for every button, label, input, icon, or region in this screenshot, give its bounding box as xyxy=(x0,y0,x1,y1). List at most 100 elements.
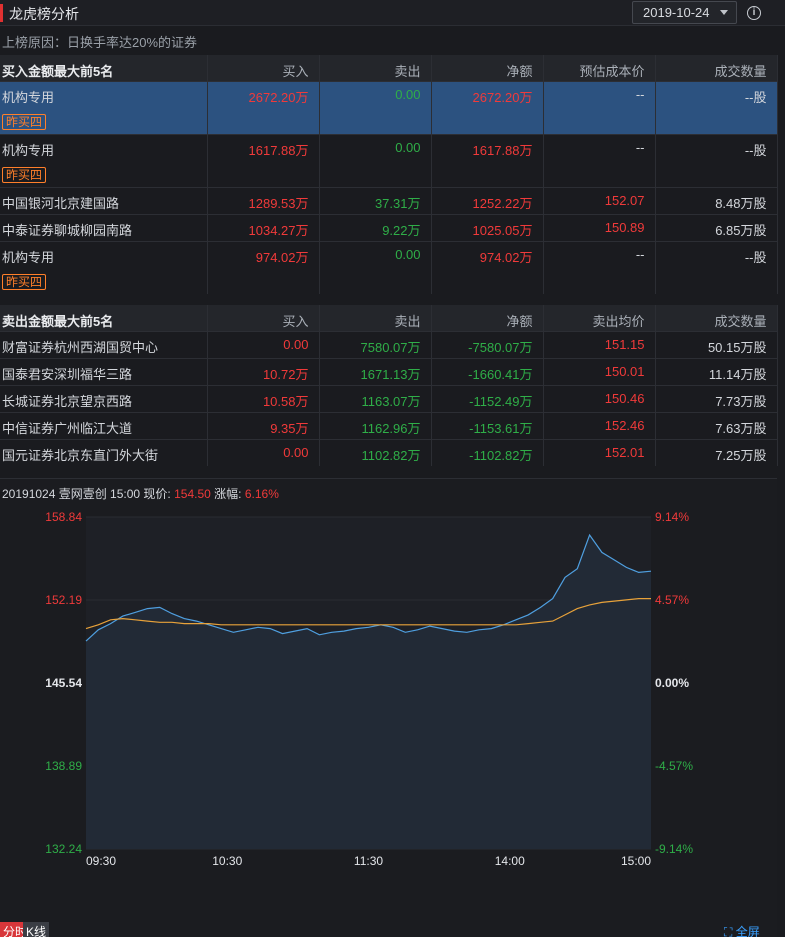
net-value: 1617.88万 xyxy=(431,134,544,188)
price-value: 150.89 xyxy=(543,214,656,242)
expand-icon: ⛶ xyxy=(724,925,733,937)
col-buy: 买入 xyxy=(207,305,320,332)
price-value: -- xyxy=(543,134,656,188)
volume-value: 8.48万股 xyxy=(655,187,778,215)
volume-value: 7.73万股 xyxy=(655,385,778,413)
net-value: -7580.07万 xyxy=(431,331,544,359)
title-accent-mark xyxy=(0,4,3,22)
intraday-chart[interactable]: 158.84 152.19 145.54 138.89 132.24 9.14% 4.57%… xyxy=(0,479,777,919)
table-row[interactable]: 中信证券广州临江大道 9.35万 1162.96万 -1153.61万 152.… xyxy=(0,412,778,440)
table-row[interactable]: 机构专用 昨买四 974.02万 0.00 974.02万 -- --股 xyxy=(0,241,778,294)
sell-value: 1102.82万 xyxy=(319,439,432,466)
volume-value: 7.63万股 xyxy=(655,412,778,440)
price-value: -- xyxy=(543,81,656,135)
price-value: 152.46 xyxy=(543,412,656,440)
buy-value: 0.00 xyxy=(207,331,320,359)
price-tick-label: 132.24 xyxy=(45,842,82,856)
tab-timeshare[interactable]: 分时 xyxy=(0,922,31,937)
sell-value: 1162.96万 xyxy=(319,412,432,440)
chart-quote-header: 20191024 壹网壹创 15:00 现价: 154.50 涨幅: 6.16% xyxy=(2,485,279,502)
table-row[interactable]: 国泰君安深圳福华三路 10.72万 1671.13万 -1660.41万 150… xyxy=(0,358,778,386)
price-tick-label: 152.19 xyxy=(45,593,82,607)
broker-name: 财富证券杭州西湖国贸中心 xyxy=(0,331,208,359)
sell-value: 0.00 xyxy=(319,134,432,188)
buy-value: 2672.20万 xyxy=(207,81,320,135)
price-tick-label: 138.89 xyxy=(45,759,82,773)
percent-tick-label: -4.57% xyxy=(655,759,693,773)
col-volume: 成交数量 xyxy=(655,55,778,82)
time-tick-label: 15:00 xyxy=(621,854,651,868)
volume-value: 50.15万股 xyxy=(655,331,778,359)
price-value: 151.15 xyxy=(543,331,656,359)
buy-value: 10.72万 xyxy=(207,358,320,386)
percent-tick-label: 0.00% xyxy=(655,676,689,690)
sell-value: 1163.07万 xyxy=(319,385,432,413)
sell-value: 0.00 xyxy=(319,81,432,135)
buy-value: 1289.53万 xyxy=(207,187,320,215)
prev-buy-tag: 昨买四 xyxy=(2,113,47,130)
broker-name: 国元证券北京东直门外大街 xyxy=(0,439,208,466)
col-net: 净额 xyxy=(431,55,544,82)
buy-value: 1034.27万 xyxy=(207,214,320,242)
table-row[interactable]: 中泰证券聊城柳园南路 1034.27万 9.22万 1025.05万 150.8… xyxy=(0,214,778,242)
buy-top5-table: 买入金额最大前5名 买入 卖出 净额 预估成本价 成交数量 机构专用 昨买四 26… xyxy=(0,55,778,294)
price-value: 150.46 xyxy=(543,385,656,413)
broker-name: 中信证券广州临江大道 xyxy=(0,412,208,440)
buy-table-title: 买入金额最大前5名 xyxy=(0,55,208,82)
table-row[interactable]: 机构专用 昨买四 2672.20万 0.00 2672.20万 -- --股 xyxy=(0,81,778,135)
sell-value: 0.00 xyxy=(319,241,432,294)
volume-value: --股 xyxy=(655,241,778,294)
net-value: 974.02万 xyxy=(431,241,544,294)
volume-value: 11.14万股 xyxy=(655,358,778,386)
broker-name: 机构专用 xyxy=(2,142,55,158)
net-value: 1252.22万 xyxy=(431,187,544,215)
info-icon[interactable]: i xyxy=(747,6,761,20)
table-row[interactable]: 财富证券杭州西湖国贸中心 0.00 7580.07万 -7580.07万 151… xyxy=(0,331,778,359)
net-value: -1152.49万 xyxy=(431,385,544,413)
col-avg-sell-price: 卖出均价 xyxy=(543,305,656,332)
intraday-chart-panel: 158.84 152.19 145.54 138.89 132.24 9.14% 4.57%… xyxy=(0,478,777,937)
table-row[interactable]: 国元证券北京东直门外大街 0.00 1102.82万 -1102.82万 152… xyxy=(0,439,778,466)
broker-name: 国泰君安深圳福华三路 xyxy=(0,358,208,386)
percent-tick-label: -9.14% xyxy=(655,842,693,856)
percent-tick-label: 9.14% xyxy=(655,510,689,524)
fullscreen-button[interactable]: ⛶ 全屏 xyxy=(724,923,760,937)
sell-value: 1671.13万 xyxy=(319,358,432,386)
price-value: 152.07 xyxy=(543,187,656,215)
volume-value: --股 xyxy=(655,134,778,188)
net-value: -1660.41万 xyxy=(431,358,544,386)
col-buy: 买入 xyxy=(207,55,320,82)
change-percent: 6.16% xyxy=(244,487,279,501)
sell-value: 37.31万 xyxy=(319,187,432,215)
chevron-down-icon xyxy=(720,10,728,15)
table-row[interactable]: 机构专用 昨买四 1617.88万 0.00 1617.88万 -- --股 xyxy=(0,134,778,188)
tab-kline[interactable]: K线 xyxy=(23,922,50,937)
col-sell: 卖出 xyxy=(319,305,432,332)
net-value: 2672.20万 xyxy=(431,81,544,135)
broker-name: 机构专用 xyxy=(2,89,55,105)
price-value: 152.01 xyxy=(543,439,656,466)
date-dropdown[interactable]: 2019-10-24 xyxy=(632,1,737,24)
buy-value: 10.58万 xyxy=(207,385,320,413)
table-row[interactable]: 中国银河北京建国路 1289.53万 37.31万 1252.22万 152.0… xyxy=(0,187,778,215)
percent-tick-label: 4.57% xyxy=(655,593,689,607)
volume-value: 7.25万股 xyxy=(655,439,778,466)
net-value: 1025.05万 xyxy=(431,214,544,242)
price-value: -- xyxy=(543,241,656,294)
volume-value: 6.85万股 xyxy=(655,214,778,242)
prev-buy-tag: 昨买四 xyxy=(2,166,47,183)
broker-name: 中国银河北京建国路 xyxy=(0,187,208,215)
prev-buy-tag: 昨买四 xyxy=(2,273,47,290)
listing-reason: 上榜原因：日换手率达20%的证券 xyxy=(2,35,198,50)
sell-top5-table: 卖出金额最大前5名 买入 卖出 净额 卖出均价 成交数量 财富证券杭州西湖国贸中… xyxy=(0,305,778,466)
col-est-cost: 预估成本价 xyxy=(543,55,656,82)
table-row[interactable]: 长城证券北京望京西路 10.58万 1163.07万 -1152.49万 150… xyxy=(0,385,778,413)
quote-prefix: 20191024 壹网壹创 15:00 现价: xyxy=(2,487,171,501)
price-tick-label: 158.84 xyxy=(45,510,82,524)
time-tick-label: 09:30 xyxy=(86,854,116,868)
current-price: 154.50 xyxy=(174,487,211,501)
date-value: 2019-10-24 xyxy=(643,5,710,20)
sell-value: 9.22万 xyxy=(319,214,432,242)
net-value: -1153.61万 xyxy=(431,412,544,440)
change-label: 涨幅: xyxy=(214,487,242,501)
